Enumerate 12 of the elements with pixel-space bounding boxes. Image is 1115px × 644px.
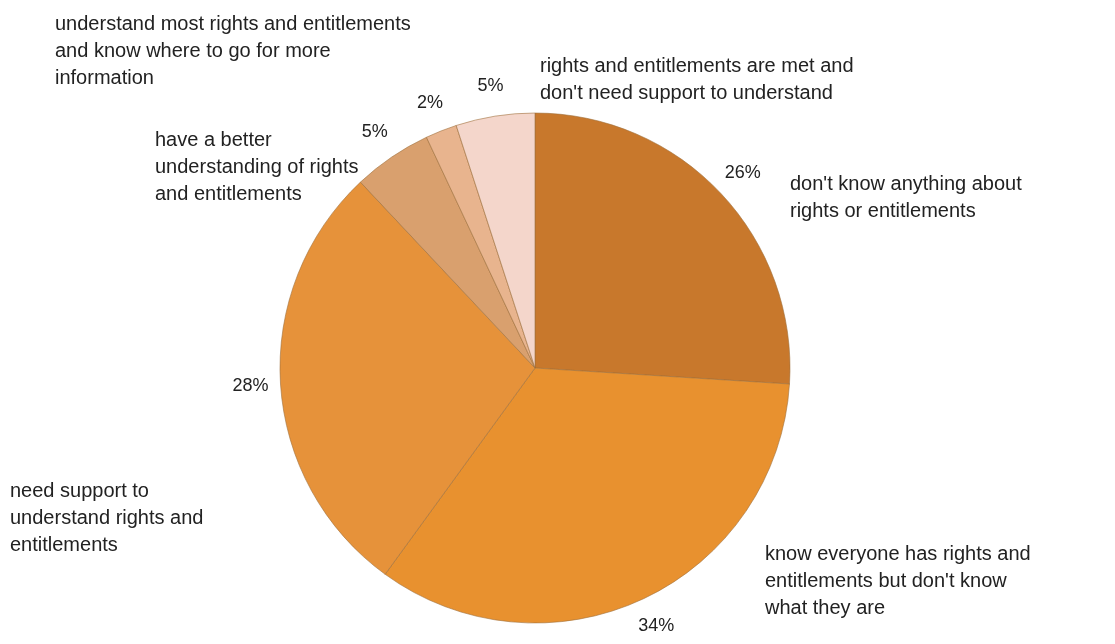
data-label: 5% [361,121,388,142]
slice-label: know everyone has rights and entitlements but don't know what they are [764,542,1031,618]
slice-label: have a better understanding of rights and entitlements [155,128,359,204]
data-label: 26% [724,161,761,182]
slice-label: rights and entitlements are met and don't need support to understand [540,54,854,103]
data-label: 34% [638,614,675,635]
data-label: 2% [417,91,444,112]
slice-label: need support to understand rights and entitlements [10,479,204,555]
slice-label: don't know anything about rights or entitlements [790,172,1023,221]
slice-label: understand most rights and entitlements and know where to go for more information [55,12,411,88]
data-label: 5% [477,75,504,96]
data-label: 28% [232,374,269,395]
